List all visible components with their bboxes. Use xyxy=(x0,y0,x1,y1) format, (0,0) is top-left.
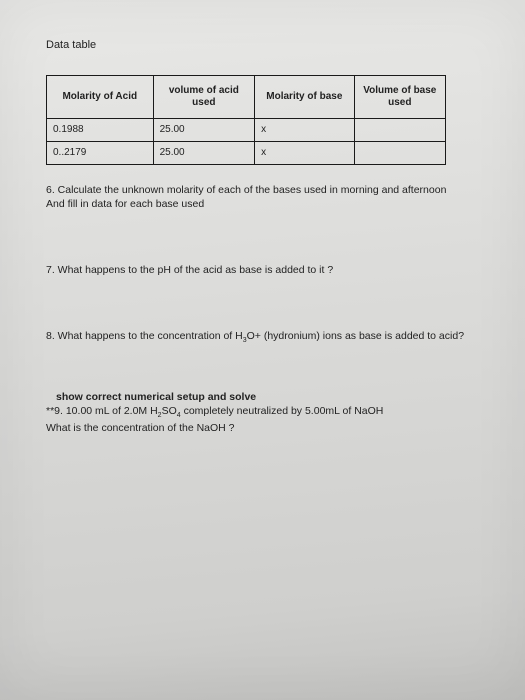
q6-line1: 6. Calculate the unknown molarity of eac… xyxy=(46,184,446,196)
q8-part-b: O+ (hydronium) ions as base is added to … xyxy=(247,330,464,342)
q9-b: SO xyxy=(162,405,177,417)
col-header: Molarity of Acid xyxy=(47,75,154,118)
table-header-row: Molarity of Acid volume of acid used Mol… xyxy=(47,75,446,118)
question-7: 7. What happens to the pH of the acid as… xyxy=(46,263,479,277)
cell: x xyxy=(255,141,354,164)
cell xyxy=(354,118,445,141)
col-header: Volume of base used xyxy=(354,75,445,118)
cell xyxy=(354,141,445,164)
question-9: show correct numerical setup and solve *… xyxy=(46,390,479,435)
cell: 25.00 xyxy=(153,118,255,141)
q9-c: completely neutralized by 5.00mL of NaOH xyxy=(181,405,384,417)
cell: 0.1988 xyxy=(47,118,154,141)
q6-line2: And fill in data for each base used xyxy=(46,198,204,210)
cell: 25.00 xyxy=(153,141,255,164)
page-title: Data table xyxy=(46,38,479,53)
q7-text: 7. What happens to the pH of the acid as… xyxy=(46,264,333,276)
table-row: 0.1988 25.00 x xyxy=(47,118,446,141)
q8-part-a: 8. What happens to the concentration of … xyxy=(46,330,243,342)
col-header: volume of acid used xyxy=(153,75,255,118)
col-header: Molarity of base xyxy=(255,75,354,118)
question-8: 8. What happens to the concentration of … xyxy=(46,329,479,346)
data-table: Molarity of Acid volume of acid used Mol… xyxy=(46,75,446,165)
worksheet-page: Data table Molarity of Acid volume of ac… xyxy=(0,0,525,700)
q9-line: **9. 10.00 mL of 2.0M H2SO4 completely n… xyxy=(46,404,479,421)
q9-lead: show correct numerical setup and solve xyxy=(56,390,479,404)
cell: x xyxy=(255,118,354,141)
question-6: 6. Calculate the unknown molarity of eac… xyxy=(46,183,479,211)
cell: 0..2179 xyxy=(47,141,154,164)
table-row: 0..2179 25.00 x xyxy=(47,141,446,164)
q9-d: What is the concentration of the NaOH ? xyxy=(46,421,479,435)
q9-a: **9. 10.00 mL of 2.0M H xyxy=(46,405,158,417)
